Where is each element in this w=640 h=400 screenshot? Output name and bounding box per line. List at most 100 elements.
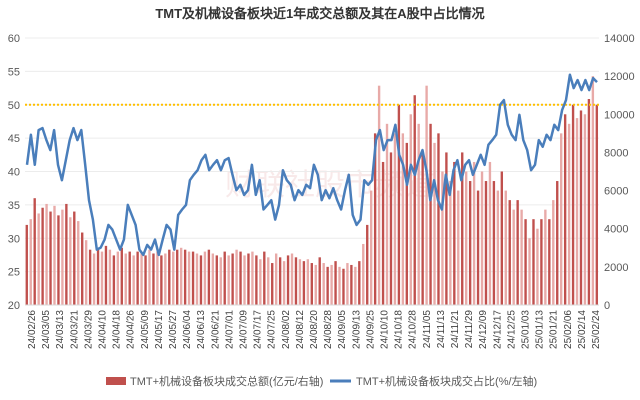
bar xyxy=(259,259,262,305)
bar xyxy=(199,255,203,305)
bar xyxy=(195,253,199,305)
bar xyxy=(472,161,476,305)
x-tick-label: 24/04/26 xyxy=(126,310,137,349)
x-tick-label: 24/08/28 xyxy=(323,310,334,349)
bar xyxy=(45,203,48,305)
bar xyxy=(203,251,207,305)
bar xyxy=(449,181,452,305)
bar xyxy=(500,171,504,305)
bar xyxy=(540,219,543,305)
left-tick-label: 35 xyxy=(8,200,20,212)
bar xyxy=(350,264,353,305)
bar xyxy=(282,261,286,305)
x-tick-label: 24/07/09 xyxy=(239,310,250,349)
bar xyxy=(187,251,191,305)
bar xyxy=(191,251,195,305)
legend-bar-label: TMT+机械设备板块成交总额(亿元/右轴) xyxy=(130,374,323,388)
bar xyxy=(548,219,551,305)
bar xyxy=(140,253,143,305)
bar xyxy=(104,245,108,305)
x-tick-label: 24/11/21 xyxy=(450,310,461,349)
bar xyxy=(508,200,511,305)
bar xyxy=(520,209,523,305)
bar xyxy=(512,209,515,305)
bar xyxy=(255,255,258,305)
bar xyxy=(560,133,563,305)
bar xyxy=(441,171,444,305)
bar xyxy=(445,152,448,305)
bar xyxy=(120,247,123,305)
bar xyxy=(77,221,80,305)
bar xyxy=(385,123,389,305)
x-tick-label: 25/02/24 xyxy=(591,310,602,349)
bar xyxy=(84,240,88,305)
bar xyxy=(41,207,44,305)
bar xyxy=(516,200,519,305)
x-tick-label: 24/11/13 xyxy=(436,310,447,349)
bar xyxy=(377,85,381,305)
x-tick-label: 24/03/05 xyxy=(41,310,52,349)
bar xyxy=(556,181,559,305)
bar xyxy=(215,255,218,305)
bar xyxy=(595,104,599,305)
bar xyxy=(148,249,151,305)
bar xyxy=(484,181,488,305)
bar xyxy=(227,255,230,305)
chart-title: TMT及机械设备板块近1年成交总额及其在A股中占比情况 xyxy=(155,6,484,21)
bar xyxy=(354,266,357,305)
bar xyxy=(579,110,583,305)
bar xyxy=(583,114,587,306)
x-tick-label: 25/02/14 xyxy=(577,310,588,349)
bar xyxy=(544,209,547,305)
bar xyxy=(492,181,496,305)
bar xyxy=(290,253,294,305)
bar xyxy=(168,249,171,305)
x-tick-label: 24/06/13 xyxy=(196,310,207,349)
bar xyxy=(587,99,591,306)
bar xyxy=(366,224,369,305)
bar xyxy=(306,259,310,305)
x-tick-label: 24/11/05 xyxy=(422,310,433,349)
bar xyxy=(116,251,120,305)
bar xyxy=(124,253,127,305)
bar xyxy=(271,263,274,305)
bar xyxy=(314,264,317,305)
left-tick-label: 55 xyxy=(8,66,20,78)
bar xyxy=(219,257,222,305)
bar xyxy=(164,253,167,305)
bar-series xyxy=(25,76,599,306)
x-tick-label: 24/07/01 xyxy=(224,310,235,349)
x-tick-label: 24/12/09 xyxy=(478,310,489,349)
x-tick-label: 24/05/09 xyxy=(140,310,151,349)
bar xyxy=(401,133,405,305)
right-tick-label: 2000 xyxy=(604,262,628,274)
bar xyxy=(69,217,72,305)
bar xyxy=(278,257,282,305)
bar xyxy=(342,268,345,305)
x-tick-label: 24/08/12 xyxy=(295,310,306,349)
x-tick-label: 24/04/18 xyxy=(112,310,123,349)
bar xyxy=(330,264,333,305)
bar xyxy=(563,114,567,306)
bar xyxy=(575,118,579,305)
bar xyxy=(421,152,424,305)
bar xyxy=(326,266,329,305)
bar xyxy=(294,257,298,305)
bar xyxy=(29,219,32,305)
right-tick-label: 10000 xyxy=(604,109,635,121)
bar xyxy=(211,253,215,305)
x-tick-label: 24/10/10 xyxy=(380,310,391,349)
bar xyxy=(381,161,385,305)
bar xyxy=(536,228,539,305)
bar xyxy=(235,249,238,305)
bar xyxy=(128,251,131,305)
x-tick-label: 24/10/28 xyxy=(408,310,419,349)
bar xyxy=(176,249,179,305)
bar xyxy=(465,171,468,305)
bar xyxy=(433,142,436,305)
bar xyxy=(362,243,365,305)
legend-line-label: TMT+机械设备板块成交占比(%/左轴) xyxy=(356,374,537,388)
bar xyxy=(136,251,139,305)
bar xyxy=(231,253,234,305)
bar xyxy=(49,211,52,305)
